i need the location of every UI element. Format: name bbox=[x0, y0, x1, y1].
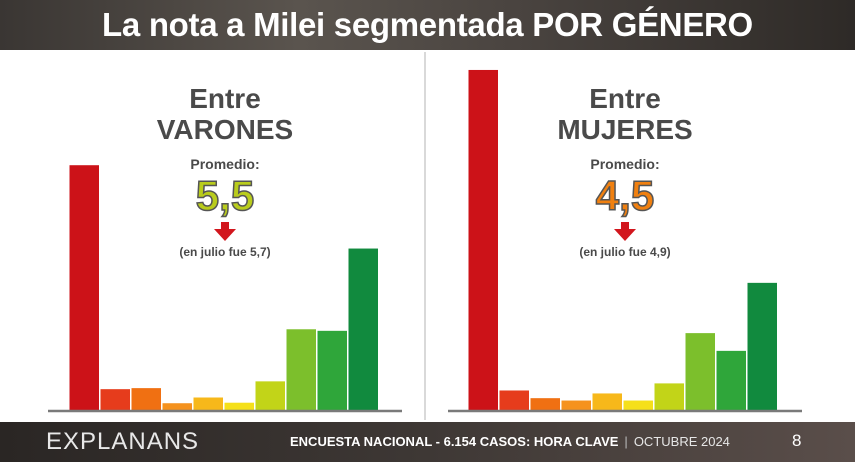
header-banner: La nota a Milei segmentada POR GÉNERO bbox=[0, 0, 855, 50]
bar-2 bbox=[499, 390, 529, 410]
survey-date: OCTUBRE 2024 bbox=[633, 434, 730, 449]
entre-label: Entre bbox=[189, 83, 261, 114]
bar-1 bbox=[69, 165, 99, 410]
promedio-label: Promedio: bbox=[590, 156, 660, 172]
bar-9 bbox=[317, 330, 347, 410]
brand-logo: EXPLANANS bbox=[46, 428, 200, 455]
chart-mujeres bbox=[448, 69, 802, 413]
down-arrow-stem bbox=[221, 222, 229, 229]
bar-7 bbox=[654, 383, 684, 410]
bar-8 bbox=[286, 329, 316, 410]
footer-separator: | bbox=[624, 434, 628, 449]
bar-9 bbox=[716, 350, 746, 410]
panel-varones-label: Entre VARONES Promedio: 5,5 (en julio fu… bbox=[115, 83, 335, 260]
bar-5 bbox=[193, 397, 223, 410]
previous-note-mujeres: (en julio fue 4,9) bbox=[579, 245, 671, 259]
bar-4 bbox=[561, 400, 591, 410]
page-title: La nota a Milei segmentada POR GÉNERO bbox=[102, 6, 753, 43]
bar-10 bbox=[747, 282, 777, 410]
footer-bar: EXPLANANS ENCUESTA NACIONAL - 6.154 CASO… bbox=[0, 422, 855, 462]
bar-7 bbox=[255, 381, 285, 410]
page-number: 8 bbox=[792, 431, 802, 450]
bar-3 bbox=[131, 388, 161, 410]
entre-label: Entre bbox=[589, 83, 661, 114]
footer-survey-info: ENCUESTA NACIONAL - 6.154 CASOS: HORA CL… bbox=[290, 434, 730, 449]
panel-divider bbox=[424, 52, 426, 420]
down-arrow-icon bbox=[614, 229, 636, 241]
bar-3 bbox=[530, 398, 560, 410]
chart-varones bbox=[48, 165, 402, 413]
down-arrow-stem bbox=[621, 222, 629, 229]
bar-2 bbox=[100, 389, 130, 410]
bar-5 bbox=[592, 393, 622, 410]
group-label-mujeres: MUJERES bbox=[557, 114, 693, 145]
promedio-value-mujeres: 4,5 bbox=[595, 172, 655, 219]
promedio-value-varones: 5,5 bbox=[195, 172, 255, 219]
down-arrow-icon bbox=[214, 229, 236, 241]
bar-10 bbox=[348, 248, 378, 410]
bar-8 bbox=[685, 333, 715, 410]
bar-6 bbox=[224, 402, 254, 410]
bar-6 bbox=[623, 400, 653, 410]
previous-note-varones: (en julio fue 5,7) bbox=[179, 245, 271, 259]
survey-info-text: ENCUESTA NACIONAL - 6.154 CASOS: HORA CL… bbox=[290, 434, 619, 449]
group-label-varones: VARONES bbox=[156, 114, 294, 145]
bar-1 bbox=[468, 69, 498, 410]
bar-4 bbox=[162, 403, 192, 410]
promedio-label: Promedio: bbox=[190, 156, 260, 172]
panel-mujeres-label: Entre MUJERES Promedio: 4,5 (en julio fu… bbox=[515, 83, 735, 260]
